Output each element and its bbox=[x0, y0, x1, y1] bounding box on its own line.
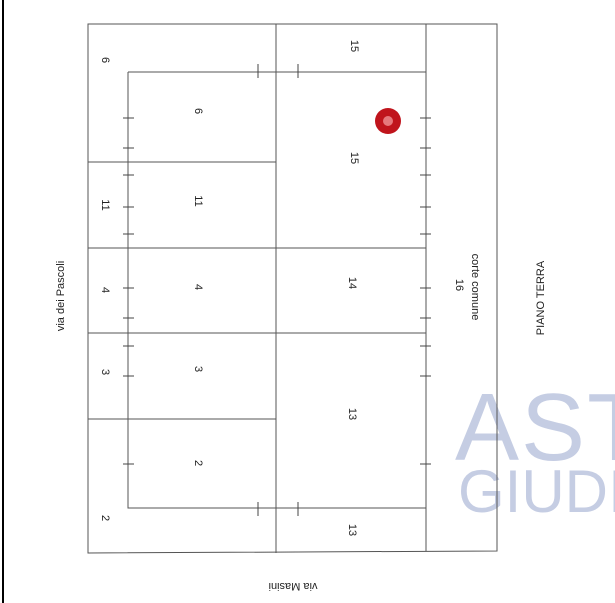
unit-label-outer-2: 2 bbox=[99, 515, 111, 521]
street-label-left: via dei Pascoli bbox=[55, 261, 67, 331]
street-label-bottom: via Masini bbox=[269, 580, 318, 592]
building-outline bbox=[87, 23, 498, 554]
watermark-line1: AST bbox=[455, 374, 615, 481]
location-dot-icon bbox=[375, 108, 401, 134]
unit-label-right-13: 13 bbox=[346, 408, 358, 420]
watermark: AST GIUDIZ bbox=[455, 374, 615, 525]
unit-label-right-15-top: 15 bbox=[348, 40, 360, 52]
unit-label-inner-2: 2 bbox=[192, 460, 204, 466]
unit-label-outer-4: 4 bbox=[99, 287, 111, 293]
courtyard-number: 16 bbox=[453, 279, 465, 291]
watermark-line2: GIUDIZ bbox=[458, 458, 615, 525]
courtyard-label: 16 corte comune bbox=[453, 254, 481, 321]
unit-label-inner-4: 4 bbox=[192, 284, 204, 290]
unit-label-inner-6: 6 bbox=[192, 108, 204, 114]
tick-marks bbox=[123, 64, 431, 516]
unit-label-right-15: 15 bbox=[348, 152, 360, 164]
courtyard-name: corte comune bbox=[469, 254, 481, 321]
unit-label-inner-3: 3 bbox=[192, 366, 204, 372]
unit-label-outer-11: 11 bbox=[99, 199, 111, 210]
unit-label-inner-11: 11 bbox=[192, 195, 204, 206]
unit-label-outer-6: 6 bbox=[99, 57, 111, 63]
unit-label-right-13-bottom: 13 bbox=[346, 524, 358, 536]
unit-label-outer-3: 3 bbox=[99, 369, 111, 375]
floor-label: PIANO TERRA bbox=[535, 260, 547, 335]
unit-labels: 6 11 4 3 2 6 11 4 3 2 15 15 14 13 13 bbox=[99, 40, 360, 536]
unit-label-right-14: 14 bbox=[346, 277, 358, 289]
